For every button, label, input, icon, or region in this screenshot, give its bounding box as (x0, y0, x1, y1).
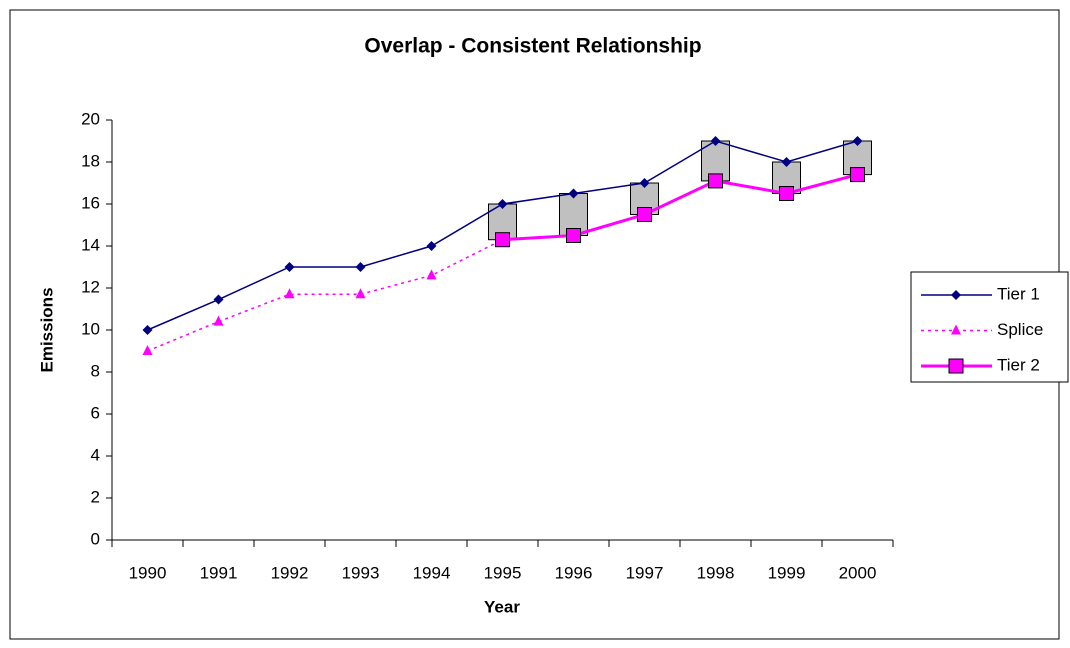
point-marker (426, 269, 437, 280)
point-marker (355, 288, 366, 299)
point-marker (495, 232, 510, 248)
point-marker (781, 157, 792, 167)
y-axis-title: Emissions (37, 287, 56, 372)
point-marker (142, 345, 153, 355)
y-tick-label: 0 (91, 529, 100, 548)
y-tick-label: 6 (91, 403, 100, 422)
x-tick-label: 1998 (697, 563, 735, 582)
point-marker (710, 136, 721, 146)
chart-title: Overlap - Consistent Relationship (364, 35, 701, 58)
point-marker (142, 325, 153, 335)
point-marker (213, 315, 224, 326)
y-tick-label: 12 (81, 277, 100, 296)
x-tick-label: 2000 (839, 563, 877, 582)
x-tick-label: 1996 (555, 563, 593, 582)
point-marker (637, 207, 652, 222)
legend-marker (951, 290, 961, 300)
legend-label: Tier 1 (997, 284, 1040, 303)
point-marker (708, 173, 723, 189)
point-marker (639, 178, 650, 188)
x-tick-label: 1990 (129, 563, 167, 582)
point-marker (852, 136, 863, 146)
y-tick-label: 4 (91, 445, 100, 464)
point-marker (284, 288, 295, 299)
legend-label: Splice (997, 320, 1043, 339)
point-marker (355, 262, 366, 272)
legend-box (910, 271, 1069, 383)
x-tick-label: 1994 (413, 563, 451, 582)
point-marker (426, 241, 437, 251)
y-tick-label: 14 (81, 235, 100, 254)
legend-marker (951, 324, 961, 335)
y-tick-label: 10 (81, 319, 100, 338)
legend-label: Tier 2 (997, 355, 1040, 374)
series-line (502, 173, 858, 242)
point-marker (850, 167, 865, 183)
point-marker (284, 262, 295, 272)
y-tick-label: 16 (81, 193, 100, 212)
point-marker (497, 199, 508, 209)
point-marker (213, 294, 224, 305)
x-tick-label: 1995 (484, 563, 522, 582)
x-axis-title: Year (484, 597, 520, 616)
legend-marker (948, 358, 964, 374)
point-marker (566, 228, 581, 243)
x-tick-label: 1993 (342, 563, 380, 582)
x-tick-label: 1997 (626, 563, 664, 582)
y-tick-label: 8 (91, 361, 100, 380)
x-tick-label: 1991 (200, 563, 238, 582)
chart-frame (9, 9, 1060, 640)
y-tick-label: 20 (81, 109, 100, 128)
x-tick-label: 1999 (768, 563, 806, 582)
point-marker (568, 188, 579, 199)
point-marker (779, 186, 794, 201)
x-tick-label: 1992 (271, 563, 309, 582)
y-tick-label: 2 (91, 487, 100, 506)
y-tick-label: 18 (81, 151, 100, 170)
